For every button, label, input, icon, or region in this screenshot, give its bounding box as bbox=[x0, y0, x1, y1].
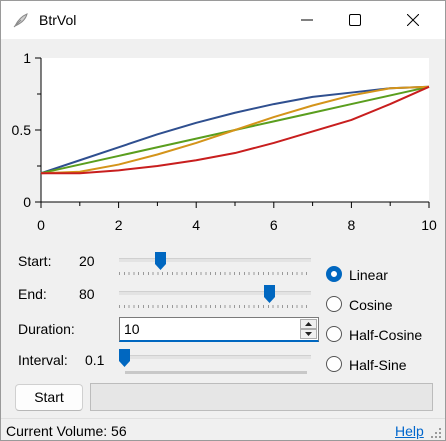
mode-radio-half-sine[interactable]: Half-Sine bbox=[325, 355, 443, 375]
mode-radio-label: Half-Cosine bbox=[349, 327, 423, 343]
mode-radio-label: Half-Sine bbox=[349, 357, 407, 373]
duration-input-value[interactable]: 10 bbox=[124, 321, 140, 337]
duration-label: Duration: bbox=[18, 321, 75, 337]
series-line-4 bbox=[41, 85, 430, 175]
resize-grip-icon[interactable] bbox=[431, 428, 442, 439]
mode-radio-linear[interactable]: Linear bbox=[325, 265, 443, 285]
fade-progress-bar bbox=[90, 383, 433, 411]
help-link[interactable]: Help bbox=[395, 423, 424, 439]
maximize-icon bbox=[349, 14, 361, 26]
close-icon bbox=[407, 14, 419, 26]
y-tick-label: 0 bbox=[23, 194, 31, 210]
start-slider-ticks bbox=[119, 272, 311, 275]
start-slider[interactable] bbox=[119, 252, 311, 280]
radio-circle[interactable] bbox=[326, 356, 342, 372]
radio-circle[interactable] bbox=[326, 296, 342, 312]
close-button[interactable] bbox=[390, 1, 436, 39]
x-tick-label: 8 bbox=[348, 217, 356, 233]
caret-down-icon bbox=[305, 332, 312, 336]
duration-spin-up-button[interactable] bbox=[300, 319, 317, 329]
end-slider-ticks bbox=[119, 305, 311, 308]
x-tick-label: 0 bbox=[37, 217, 45, 233]
maximize-button[interactable] bbox=[332, 1, 378, 39]
window-title: BtrVol bbox=[39, 12, 77, 28]
radio-circle[interactable] bbox=[326, 266, 342, 282]
end-slider[interactable] bbox=[119, 285, 311, 313]
x-tick-label: 6 bbox=[270, 217, 278, 233]
title-bar[interactable]: BtrVol bbox=[1, 1, 445, 39]
start-value: 20 bbox=[79, 253, 95, 269]
mode-radio-label: Cosine bbox=[349, 297, 393, 313]
feather-icon bbox=[13, 13, 28, 28]
mode-radio-half-cosine[interactable]: Half-Cosine bbox=[325, 325, 443, 345]
mode-radio-label: Linear bbox=[349, 267, 388, 283]
current-volume-text: Current Volume: 56 bbox=[6, 423, 127, 439]
start-slider-track bbox=[119, 258, 311, 262]
end-slider-thumb[interactable] bbox=[263, 285, 275, 303]
x-tick-label: 2 bbox=[115, 217, 123, 233]
x-tick-label: 4 bbox=[192, 217, 200, 233]
start-label: Start: bbox=[18, 253, 52, 269]
interval-value: 0.1 bbox=[85, 352, 105, 368]
status-bar: Current Volume: 56 Help bbox=[1, 418, 445, 440]
start-button[interactable]: Start bbox=[15, 384, 83, 411]
y-tick-label: 1 bbox=[23, 50, 31, 66]
radio-circle[interactable] bbox=[326, 326, 342, 342]
volume-curve-chart: 0 2 4 6 8 10 0 0.5 1 bbox=[12, 50, 437, 233]
interval-slider-thumb[interactable] bbox=[119, 349, 130, 367]
minimize-button[interactable] bbox=[284, 1, 330, 39]
series-line-1 bbox=[40, 85, 430, 175]
end-slider-track bbox=[119, 291, 311, 295]
duration-spin-down-button[interactable] bbox=[300, 329, 317, 339]
x-tick-label: 10 bbox=[421, 217, 437, 233]
interval-slider-track bbox=[119, 355, 311, 359]
duration-input[interactable]: 10 bbox=[119, 317, 319, 342]
start-slider-thumb[interactable] bbox=[155, 252, 167, 270]
caret-up-icon bbox=[305, 322, 312, 326]
end-label: End: bbox=[18, 286, 47, 302]
interval-label: Interval: bbox=[18, 352, 68, 368]
interval-slider[interactable] bbox=[119, 349, 311, 377]
series-line-3 bbox=[40, 85, 430, 175]
mode-radio-cosine[interactable]: Cosine bbox=[325, 295, 443, 315]
y-tick-label: 0.5 bbox=[12, 122, 32, 138]
minimize-icon bbox=[301, 19, 313, 21]
interval-slider-baseline bbox=[125, 371, 307, 374]
end-value: 80 bbox=[79, 286, 95, 302]
